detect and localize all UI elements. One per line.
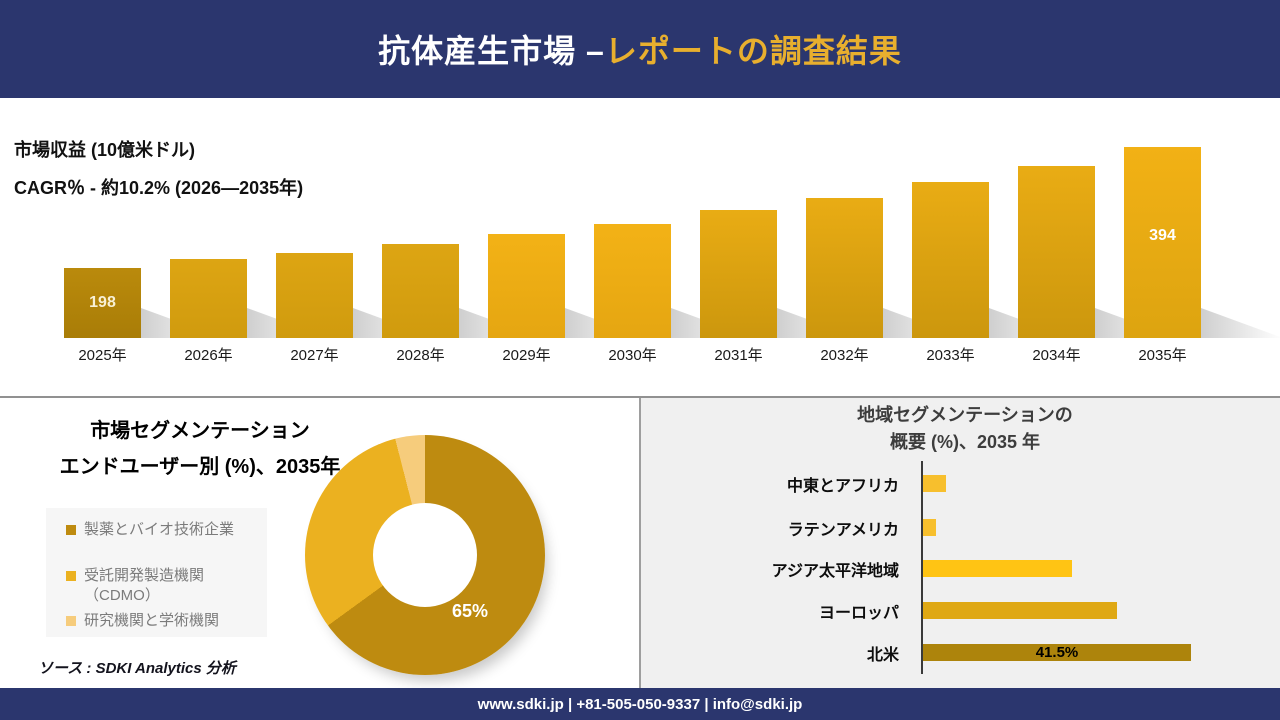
source-note: ソース : SDKI Analytics 分析 <box>38 660 236 677</box>
x-axis-year-label: 2026年 <box>184 347 233 364</box>
revenue-bar-value: 198 <box>89 294 116 311</box>
region-bar <box>923 602 1117 619</box>
x-axis-year-label: 2035年 <box>1138 347 1187 364</box>
region-row-label: 北米 <box>866 647 899 664</box>
x-axis-year-label: 2034年 <box>1032 347 1081 364</box>
revenue-cagr-note: CAGR％ - 約10.2% (2026―2035年) <box>14 178 304 198</box>
donut-legend: 製薬とバイオ技術企業受託開発製造機関（CDMO） 研究機関と学術機関 <box>46 508 267 637</box>
region-row-label: ラテンアメリカ <box>787 522 899 539</box>
region-row-label: 中東とアフリカ <box>786 478 899 495</box>
x-axis-year-label: 2027年 <box>290 347 339 364</box>
segmentation-title-line2: エンドユーザー別 (%)、2035年 <box>59 456 341 478</box>
region-row-label: ヨーロッパ <box>818 605 899 622</box>
x-axis-year-label: 2030年 <box>608 347 657 364</box>
vertical-divider <box>639 398 641 688</box>
region-title-line1: 地域セグメンテーションの <box>857 405 1073 425</box>
revenue-bar: 198 <box>64 268 141 338</box>
legend-item: 受託開発製造機関（CDMO） <box>66 566 259 606</box>
revenue-bar <box>912 182 989 338</box>
segmentation-title-line1: 市場セグメンテーション <box>90 420 310 442</box>
region-bar <box>923 519 936 536</box>
region-bar <box>923 560 1072 577</box>
legend-label: 製薬とバイオ技術企業 <box>84 521 235 538</box>
region-bar-value-label: 41.5% <box>1035 644 1079 661</box>
revenue-bar <box>806 198 883 338</box>
footer-bar: www.sdki.jp | +81-505-050-9337 | info@sd… <box>0 688 1280 720</box>
donut-hole <box>373 503 477 607</box>
x-axis-year-label: 2032年 <box>820 347 869 364</box>
revenue-bar <box>1018 166 1095 338</box>
x-axis-year-label: 2031年 <box>714 347 763 364</box>
header-banner: 抗体産生市場 –レポートの調査結果 <box>0 0 1280 98</box>
legend-label: 研究機関と学術機関 <box>84 612 220 629</box>
revenue-bar <box>594 224 671 338</box>
revenue-chart-title: 市場収益 (10億米ドル) <box>14 140 196 160</box>
revenue-bar <box>382 244 459 338</box>
region-panel-background <box>641 398 1280 688</box>
revenue-bar <box>170 259 247 338</box>
revenue-bar-value: 394 <box>1149 227 1176 244</box>
region-row-label: アジア太平洋地域 <box>771 563 899 580</box>
revenue-bar <box>488 234 565 338</box>
x-axis-year-label: 2033年 <box>926 347 975 364</box>
region-axis-line <box>921 461 923 674</box>
page-title-market: 抗体産生市場 – <box>378 33 605 69</box>
footer-contact-text: www.sdki.jp | +81-505-050-9337 | info@sd… <box>477 695 803 713</box>
x-axis-year-label: 2029年 <box>502 347 551 364</box>
revenue-bar-chart: 198 2025年 2026年 2027年 2028年 2029年 2030年 2031年 20… <box>0 98 1280 364</box>
page-title: 抗体産生市場 –レポートの調査結果 <box>378 26 902 72</box>
x-axis-year-label: 2025年 <box>78 347 127 364</box>
donut-value-label: 65% <box>452 601 489 621</box>
page-title-report: レポートの調査結果 <box>604 33 902 69</box>
horizontal-divider <box>0 396 1280 398</box>
region-bar <box>923 475 946 492</box>
region-bar: 41.5% <box>923 644 1191 661</box>
revenue-bar: 394 <box>1124 147 1201 338</box>
legend-swatch-icon <box>66 571 76 581</box>
legend-label: 受託開発製造機関（CDMO） <box>84 567 205 604</box>
legend-swatch-icon <box>66 616 76 626</box>
region-title-line2: 概要 (%)、2035 年 <box>889 432 1041 452</box>
x-axis-year-label: 2028年 <box>396 347 445 364</box>
legend-item: 研究機関と学術機関 <box>66 611 259 631</box>
legend-item: 製薬とバイオ技術企業 <box>66 520 259 540</box>
revenue-bar <box>276 253 353 338</box>
legend-swatch-icon <box>66 525 76 535</box>
revenue-bar <box>700 210 777 338</box>
donut-chart <box>305 435 545 675</box>
